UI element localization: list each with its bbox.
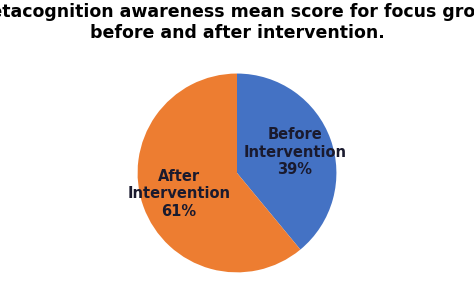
- Wedge shape: [237, 74, 337, 250]
- Title: Metacognition awareness mean score for focus group
before and after intervention: Metacognition awareness mean score for f…: [0, 3, 474, 42]
- Text: Before
Intervention
39%: Before Intervention 39%: [244, 127, 346, 177]
- Wedge shape: [137, 74, 301, 272]
- Text: After
Intervention
61%: After Intervention 61%: [128, 169, 230, 219]
